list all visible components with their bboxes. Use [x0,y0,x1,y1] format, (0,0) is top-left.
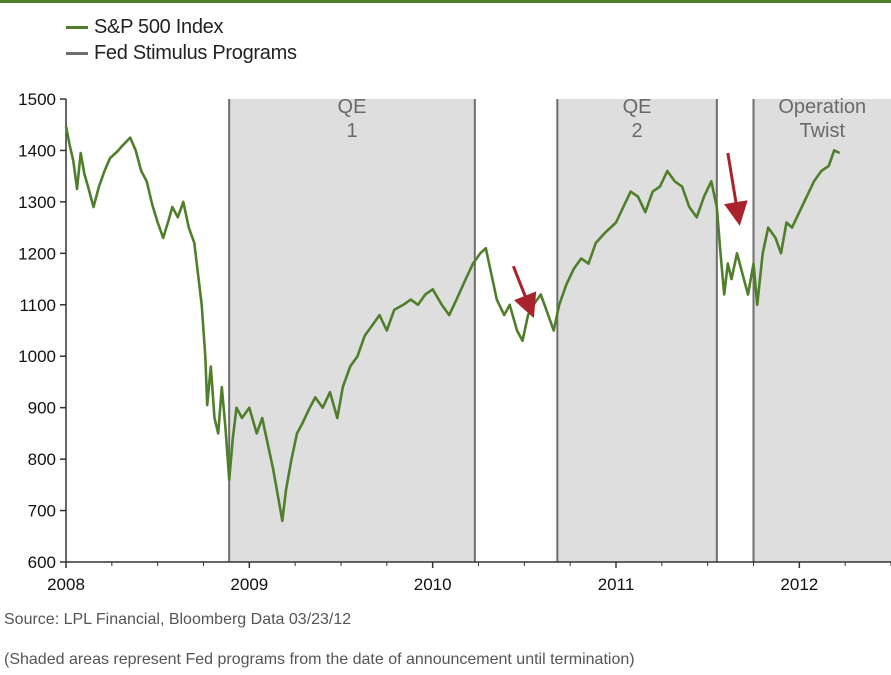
program-region-0 [229,99,475,562]
legend-item-programs: Fed Stimulus Programs [66,40,297,66]
y-tick-label-9: 1500 [18,90,56,109]
legend: S&P 500 Index Fed Stimulus Programs [66,14,297,66]
program-label-1-line1: QE [623,96,652,118]
y-tick-label-0: 600 [28,553,56,572]
legend-swatch-programs [66,51,88,55]
x-tick-label-0: 2008 [47,575,85,594]
y-tick-label-1: 700 [28,502,56,521]
series-layer [64,126,841,523]
y-tick-label-6: 1200 [18,244,56,263]
top-rule [0,0,891,3]
decline-arrow-1 [724,152,748,226]
decline-arrow-0 [511,265,537,319]
legend-label-programs: Fed Stimulus Programs [94,41,297,64]
y-tick-label-5: 1100 [19,296,56,315]
legend-item-sp500: S&P 500 Index [66,14,297,40]
x-tick-label-3: 2011 [598,575,635,594]
x-tick-label-2: 2010 [414,575,452,594]
program-region-1 [557,99,717,562]
y-tick-label-2: 800 [28,450,56,469]
annotations-layer [511,152,748,319]
program-label-2-line2: Twist [799,120,845,142]
shading-note: (Shaded areas represent Fed programs fro… [4,651,635,668]
program-label-2-line1: Operation [778,96,866,118]
sp500-line [64,126,841,523]
x-tick-label-1: 2009 [230,575,268,594]
y-tick-label-4: 1000 [18,347,56,366]
y-tick-label-7: 1300 [18,193,56,212]
x-tick-label-4: 2012 [780,575,818,594]
program-label-0-line1: QE [338,96,367,118]
program-region-2 [753,99,891,562]
y-tick-label-3: 900 [28,399,56,418]
y-tick-label-8: 1400 [18,141,56,160]
source-note: Source: LPL Financial, Bloomberg Data 03… [4,611,352,628]
axes-layer: 600 700 800 900 1000 1100 1200 1300 1400 1500 2008… [18,90,891,594]
program-label-1-line2: 2 [632,120,643,142]
program-label-0-line2: 1 [346,120,357,142]
legend-swatch-sp500 [66,25,88,29]
legend-label-sp500: S&P 500 Index [94,15,224,38]
